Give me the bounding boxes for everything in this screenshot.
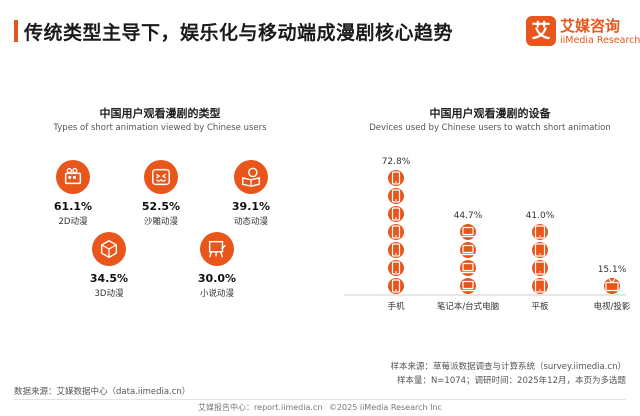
device-bar-cell <box>460 278 476 294</box>
types-chart-title: 中国用户观看漫剧的类型 <box>99 107 221 120</box>
device-value-label: 72.8% <box>382 157 411 167</box>
sample-source: 样本来源：草莓派数据调查与计算系统（survey.iimedia.cn） <box>390 362 626 372</box>
logo-text-en: iiMedia Research <box>560 35 640 46</box>
device-value-label: 41.0% <box>526 211 555 221</box>
device-category-label: 电视/投影 <box>594 301 630 312</box>
page-footer: 艾媒报告中心：report.iimedia.cn ©2025 iiMedia R… <box>14 402 626 416</box>
device-bar-1 <box>388 170 404 294</box>
type-item-3d: 34.5% 3D动漫 <box>74 232 144 299</box>
device-value-label: 15.1% <box>598 265 627 275</box>
device-bar-2 <box>460 224 476 294</box>
device-bar-cell <box>532 242 548 258</box>
type-item-shadiao: 52.5% 沙雕动漫 <box>126 160 196 227</box>
footer-divider <box>14 399 626 400</box>
device-bar-cell <box>388 188 404 204</box>
type-label: 动态动漫 <box>233 217 268 227</box>
device-bar-cell <box>532 224 548 240</box>
device-bar-cell <box>388 242 404 258</box>
device-category-label: 笔记本/台式电脑 <box>437 301 500 312</box>
logo-mark: 艾 <box>526 16 556 46</box>
type-label: 小说动漫 <box>199 289 234 299</box>
type-item-dynamic: 39.1% 动态动漫 <box>216 160 286 227</box>
device-bar-3 <box>532 224 548 294</box>
type-label: 2D动漫 <box>58 217 88 227</box>
title-accent-bar <box>14 20 18 42</box>
logo-text-cn: 艾媒咨询 <box>560 17 621 35</box>
device-bar-cell <box>388 170 404 186</box>
laughing-face-icon <box>144 160 178 194</box>
footer-copyright: ©2025 iiMedia Research Inc <box>328 403 442 412</box>
type-value: 34.5% <box>89 272 129 285</box>
type-value: 52.5% <box>141 200 181 213</box>
sample-size: 样本量：N=1074；调研时间：2025年12月，本页为多选题 <box>396 376 626 386</box>
device-value-label: 44.7% <box>454 211 483 221</box>
device-category-label: 手机 <box>387 301 405 312</box>
footer-report-link[interactable]: 艾媒报告中心：report.iimedia.cn <box>198 403 323 412</box>
device-bar-cell <box>532 278 548 294</box>
easel-icon <box>200 232 234 266</box>
device-bar-cell <box>388 260 404 276</box>
data-source: 数据来源：艾媒数据中心（data.iimedia.cn） <box>14 387 191 397</box>
type-label: 沙雕动漫 <box>143 217 178 227</box>
device-bar-cell <box>388 206 404 222</box>
type-value: 61.1% <box>53 200 93 213</box>
device-bar-cell <box>388 278 404 294</box>
page-header: 传统类型主导下，娱乐化与移动端成漫剧核心趋势 艾 艾媒咨询 iiMedia Re… <box>0 0 640 62</box>
type-item-novel: 30.0% 小说动漫 <box>182 232 252 299</box>
devices-chart: 72.8% 手机 44.7% 笔记本/台式电脑 41.0% 平板 15.1% 电视/投影 <box>344 157 630 312</box>
types-chart-subtitle: Types of short animation viewed by Chine… <box>53 123 267 133</box>
cube-icon <box>92 232 126 266</box>
device-category-label: 平板 <box>531 301 549 312</box>
type-value: 30.0% <box>197 272 237 285</box>
film-icon <box>56 160 90 194</box>
type-value: 39.1% <box>231 200 271 213</box>
devices-chart-subtitle: Devices used by Chinese users to watch s… <box>369 123 611 133</box>
device-bar-cell <box>604 278 620 294</box>
device-bar-cell <box>460 242 476 258</box>
device-bar-cell <box>460 260 476 276</box>
device-bar-cell <box>460 224 476 240</box>
iimedia-logo: 艾 艾媒咨询 iiMedia Research <box>526 14 640 50</box>
page-title: 传统类型主导下，娱乐化与移动端成漫剧核心趋势 <box>24 22 454 44</box>
type-item-2d: 61.1% 2D动漫 <box>38 160 108 227</box>
device-bar-4 <box>604 278 620 294</box>
type-label: 3D动漫 <box>94 289 124 299</box>
devices-chart-title: 中国用户观看漫剧的设备 <box>429 107 551 120</box>
device-bar-cell <box>388 224 404 240</box>
speech-book-icon <box>234 160 268 194</box>
device-bar-cell <box>532 260 548 276</box>
